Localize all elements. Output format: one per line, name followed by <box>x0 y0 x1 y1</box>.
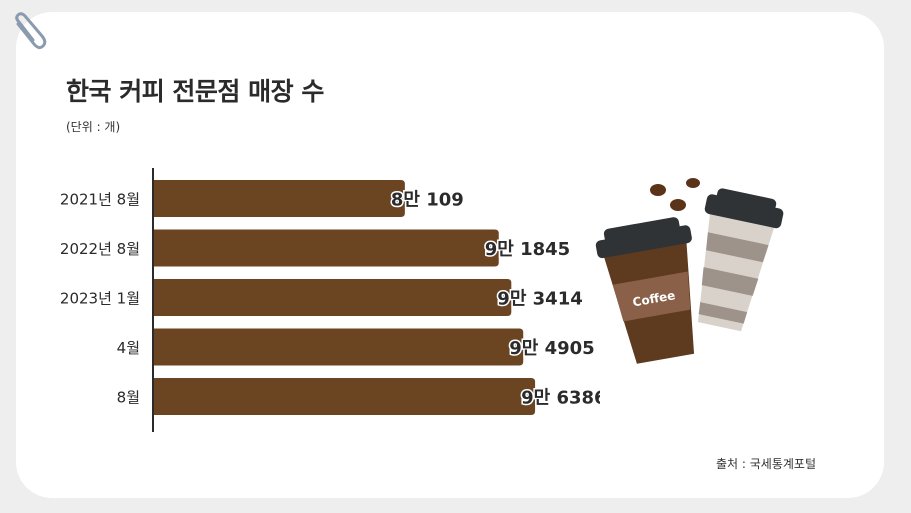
front-cup-icon: Coffee <box>595 217 695 364</box>
paperclip-icon <box>15 12 47 50</box>
category-label: 2021년 8월 <box>60 191 140 209</box>
category-label: 4월 <box>117 339 140 357</box>
bar-chart: 2021년 8월 8만 109 2022년 8월 9만 1845 2023년 1월 9만 … <box>60 168 600 432</box>
category-label: 2023년 1월 <box>60 290 140 308</box>
value-label: 9만 4905 <box>509 338 594 359</box>
coffee-bean-icon <box>650 184 666 196</box>
bar <box>154 180 405 217</box>
coffee-cup-icon: Coffee <box>595 178 784 364</box>
value-label: 8만 109 <box>391 190 464 211</box>
coffee-bean-icon <box>686 178 700 188</box>
value-label: 9만 6386 <box>521 388 600 409</box>
source-note: 출처 : 국세통계포털 <box>716 457 816 471</box>
bar <box>154 279 512 316</box>
unit-label: (단위 : 개) <box>66 120 121 134</box>
bar <box>154 378 536 415</box>
bar <box>154 229 499 267</box>
bar <box>154 328 524 366</box>
chart-title: 한국 커피 전문점 매장 수 <box>66 77 324 106</box>
striped-cup-icon <box>698 188 784 332</box>
coffee-cups-illustration: Coffee <box>592 168 792 372</box>
category-label: 2022년 8월 <box>60 240 140 258</box>
value-label: 9만 1845 <box>485 239 570 260</box>
coffee-bean-icon <box>670 199 686 211</box>
value-label: 9만 3414 <box>497 289 582 310</box>
category-label: 8월 <box>117 389 140 407</box>
